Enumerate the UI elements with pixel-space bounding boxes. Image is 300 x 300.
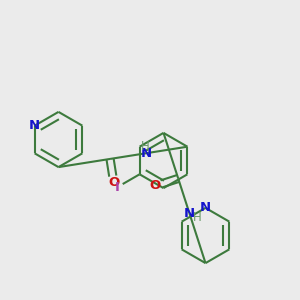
Text: N: N [29,119,40,132]
Text: O: O [108,176,119,189]
Text: I: I [115,181,119,194]
Text: H: H [193,211,201,224]
Text: O: O [150,179,161,192]
Text: H: H [141,140,149,153]
Text: N: N [200,201,211,214]
Text: N: N [141,147,152,160]
Text: N: N [184,207,195,220]
